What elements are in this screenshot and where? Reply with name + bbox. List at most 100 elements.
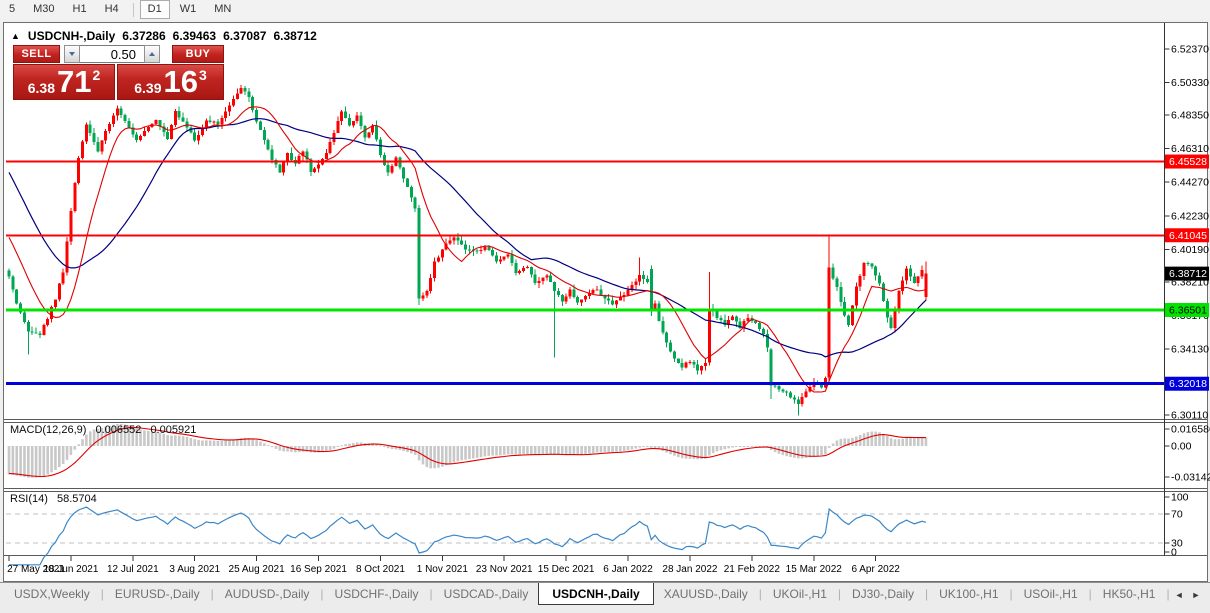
macd-histogram-bar	[785, 446, 788, 457]
tab-audusd-daily[interactable]: AUDUSD-,Daily	[224, 587, 310, 601]
macd-histogram-bar	[456, 446, 460, 462]
macd-histogram-bar	[820, 446, 823, 456]
candle-body	[127, 121, 131, 128]
candle-body	[417, 208, 421, 299]
date-axis-label: 6 Apr 2022	[851, 564, 900, 575]
tab-scroll-left-icon[interactable]: ◄	[1174, 590, 1184, 600]
candle-body	[22, 312, 26, 323]
candle-body	[406, 178, 410, 187]
macd-histogram-bar	[328, 446, 332, 451]
candle-body	[444, 243, 448, 250]
timeframe-button-W1[interactable]: W1	[179, 3, 197, 15]
candle-body	[228, 105, 232, 112]
macd-histogram-bar	[851, 437, 854, 446]
macd-histogram-bar	[526, 446, 529, 454]
rsi-name: RSI(14)	[10, 493, 48, 505]
candle-body	[645, 279, 649, 282]
candle-body	[870, 263, 874, 267]
macd-histogram-bar	[301, 446, 305, 452]
candle-body	[541, 277, 545, 282]
spread-value-field[interactable]: 0.50	[80, 45, 144, 63]
tab-usdcad-daily[interactable]: USDCAD-,Daily	[443, 587, 529, 601]
macd-histogram-bar	[398, 446, 402, 450]
candle-body	[328, 142, 332, 154]
candle-body	[220, 118, 224, 125]
tab-hk50-h1[interactable]: HK50-,H1	[1102, 587, 1156, 601]
buy-button[interactable]: BUY	[172, 45, 224, 63]
candle-body	[19, 303, 23, 313]
spread-decrease-button[interactable]	[64, 45, 80, 63]
candle-body	[819, 384, 823, 388]
candle-body	[440, 249, 444, 258]
candle-body	[518, 271, 522, 273]
macd-histogram-bar	[897, 439, 901, 446]
candle-body	[286, 152, 290, 162]
macd-histogram-bar	[804, 446, 808, 458]
collapse-panel-icon[interactable]: ▲	[11, 31, 20, 41]
macd-histogram-bar	[448, 446, 452, 464]
candle-body	[57, 283, 61, 300]
sell-button[interactable]: SELL	[13, 45, 60, 63]
candle-body	[317, 164, 321, 169]
macd-histogram-bar	[150, 431, 154, 446]
tab-usdx-weekly[interactable]: USDX,Weekly	[14, 587, 90, 601]
tab-usoil-h1[interactable]: USOil-,H1	[1023, 587, 1078, 601]
tab-xauusd-daily[interactable]: XAUUSD-,Daily	[663, 587, 748, 601]
macd-histogram-bar	[882, 433, 885, 446]
candle-body	[282, 161, 286, 173]
tab-usdcnh-daily[interactable]: USDCNH-,Daily	[538, 583, 654, 605]
tab-eurusd-daily[interactable]: EURUSD-,Daily	[114, 587, 200, 601]
tab-ukoil-h1[interactable]: UKOil-,H1	[772, 587, 827, 601]
tab-usdchf-daily[interactable]: USDCHF-,Daily	[334, 587, 419, 601]
sell-price-panel[interactable]: 6.38 71 2	[13, 64, 115, 100]
macd-histogram-bar	[69, 446, 73, 455]
price-axis-label: 6.44270	[1171, 177, 1209, 189]
macd-histogram-bar	[143, 430, 146, 446]
timeframe-button-M30[interactable]: M30	[33, 3, 55, 15]
buy-price-panel[interactable]: 6.39 16 3	[117, 64, 224, 100]
macd-axis-label: 0.016586	[1171, 424, 1210, 436]
candle-body	[657, 303, 661, 321]
candle-body	[15, 289, 19, 304]
timeframe-button-H1[interactable]: H1	[72, 3, 87, 15]
candle-body	[777, 386, 781, 390]
macd-histogram-bar	[680, 446, 684, 459]
spread-increase-button[interactable]	[144, 45, 160, 63]
tab-uk100-h1[interactable]: UK100-,H1	[939, 587, 999, 601]
macd-histogram-bar	[688, 446, 692, 459]
candle-body	[243, 88, 247, 92]
date-axis-label: 15 Dec 2021	[538, 564, 595, 575]
macd-histogram-bar	[588, 446, 591, 454]
rsi-axis-label: 0	[1171, 547, 1177, 559]
candle-body	[533, 274, 537, 283]
macd-histogram-bar	[537, 446, 541, 455]
candle-body	[881, 283, 885, 302]
timeframe-button-D1[interactable]: D1	[139, 0, 170, 19]
timeframe-button-MN[interactable]: MN	[214, 3, 232, 15]
macd-histogram-bar	[920, 437, 924, 446]
macd-histogram-bar	[23, 446, 26, 478]
price-badge	[1165, 154, 1209, 169]
candle-body	[30, 331, 34, 333]
macd-axis-label: 0.00	[1171, 441, 1192, 453]
tab-separator: |	[1166, 587, 1170, 601]
timeframe-button-5[interactable]: 5	[9, 3, 16, 15]
macd-histogram-bar	[425, 446, 429, 468]
tab-dj30-daily[interactable]: DJ30-,Daily	[852, 587, 915, 601]
macd-histogram-bar	[707, 446, 711, 456]
macd-histogram-bar	[742, 446, 746, 447]
macd-histogram-bar	[42, 446, 46, 477]
macd-histogram-bar	[433, 446, 436, 469]
candle-body	[247, 91, 251, 97]
macd-histogram-bar	[208, 440, 212, 446]
candle-body	[456, 237, 460, 241]
tab-scroll-right-icon[interactable]: ►	[1191, 590, 1201, 600]
timeframe-button-H4[interactable]: H4	[104, 3, 119, 15]
macd-histogram-bar	[762, 446, 765, 447]
price-axis-label: 6.48350	[1171, 110, 1209, 122]
macd-histogram-bar	[290, 446, 293, 452]
macd-histogram-bar	[533, 446, 537, 455]
candle-body	[564, 296, 568, 302]
ohlc-low: 6.37087	[223, 29, 267, 43]
candle-body	[26, 322, 30, 332]
